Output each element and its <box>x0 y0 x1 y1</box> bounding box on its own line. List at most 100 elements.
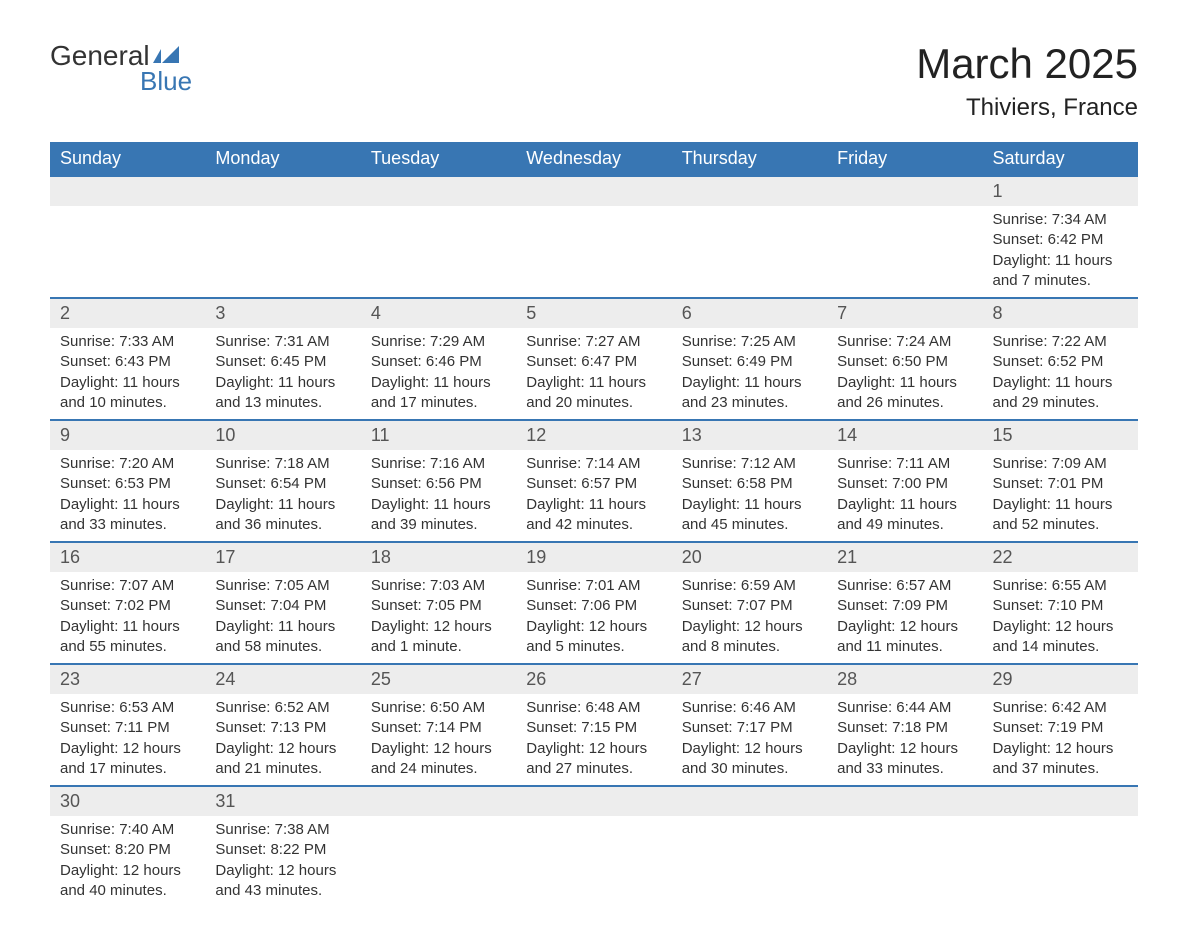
day-content: Sunrise: 7:20 AMSunset: 6:53 PMDaylight:… <box>50 450 205 541</box>
sunrise-line: Sunrise: 7:07 AM <box>60 576 195 596</box>
daylight-line: Daylight: 11 hours and 20 minutes. <box>526 373 661 414</box>
sunrise-line: Sunrise: 6:50 AM <box>371 698 506 718</box>
day-number <box>827 787 982 816</box>
day-number: 24 <box>205 665 360 694</box>
day-number: 15 <box>983 421 1138 450</box>
day-content <box>983 816 1138 826</box>
day-cell: 14Sunrise: 7:11 AMSunset: 7:00 PMDayligh… <box>827 420 982 542</box>
day-cell: 13Sunrise: 7:12 AMSunset: 6:58 PMDayligh… <box>672 420 827 542</box>
sunrise-line: Sunrise: 7:11 AM <box>837 454 972 474</box>
daylight-line: Daylight: 12 hours and 33 minutes. <box>837 739 972 780</box>
sunset-line: Sunset: 6:56 PM <box>371 474 506 494</box>
day-number <box>361 177 516 206</box>
day-content: Sunrise: 7:01 AMSunset: 7:06 PMDaylight:… <box>516 572 671 663</box>
sunset-line: Sunset: 7:04 PM <box>215 596 350 616</box>
sunset-line: Sunset: 6:45 PM <box>215 352 350 372</box>
daylight-line: Daylight: 11 hours and 39 minutes. <box>371 495 506 536</box>
day-cell: 12Sunrise: 7:14 AMSunset: 6:57 PMDayligh… <box>516 420 671 542</box>
sunrise-line: Sunrise: 7:01 AM <box>526 576 661 596</box>
day-number: 14 <box>827 421 982 450</box>
day-cell: 3Sunrise: 7:31 AMSunset: 6:45 PMDaylight… <box>205 298 360 420</box>
logo-word1: General <box>50 40 150 72</box>
sunrise-line: Sunrise: 7:16 AM <box>371 454 506 474</box>
daylight-line: Daylight: 12 hours and 24 minutes. <box>371 739 506 780</box>
day-number: 31 <box>205 787 360 816</box>
day-content: Sunrise: 7:40 AMSunset: 8:20 PMDaylight:… <box>50 816 205 907</box>
day-content: Sunrise: 6:52 AMSunset: 7:13 PMDaylight:… <box>205 694 360 785</box>
day-number <box>516 177 671 206</box>
day-content: Sunrise: 7:07 AMSunset: 7:02 PMDaylight:… <box>50 572 205 663</box>
sunset-line: Sunset: 6:49 PM <box>682 352 817 372</box>
daylight-line: Daylight: 11 hours and 45 minutes. <box>682 495 817 536</box>
sunset-line: Sunset: 7:11 PM <box>60 718 195 738</box>
day-content: Sunrise: 6:46 AMSunset: 7:17 PMDaylight:… <box>672 694 827 785</box>
day-cell: 5Sunrise: 7:27 AMSunset: 6:47 PMDaylight… <box>516 298 671 420</box>
sunset-line: Sunset: 7:13 PM <box>215 718 350 738</box>
day-number: 23 <box>50 665 205 694</box>
sunrise-line: Sunrise: 7:18 AM <box>215 454 350 474</box>
daylight-line: Daylight: 11 hours and 7 minutes. <box>993 251 1128 292</box>
daylight-line: Daylight: 12 hours and 40 minutes. <box>60 861 195 902</box>
day-cell: 19Sunrise: 7:01 AMSunset: 7:06 PMDayligh… <box>516 542 671 664</box>
daylight-line: Daylight: 11 hours and 13 minutes. <box>215 373 350 414</box>
day-cell: 18Sunrise: 7:03 AMSunset: 7:05 PMDayligh… <box>361 542 516 664</box>
daylight-line: Daylight: 12 hours and 21 minutes. <box>215 739 350 780</box>
day-content: Sunrise: 7:09 AMSunset: 7:01 PMDaylight:… <box>983 450 1138 541</box>
sunset-line: Sunset: 8:22 PM <box>215 840 350 860</box>
daylight-line: Daylight: 11 hours and 36 minutes. <box>215 495 350 536</box>
sunset-line: Sunset: 7:00 PM <box>837 474 972 494</box>
sunrise-line: Sunrise: 7:20 AM <box>60 454 195 474</box>
day-number: 4 <box>361 299 516 328</box>
day-cell <box>827 786 982 907</box>
day-number: 2 <box>50 299 205 328</box>
day-number: 20 <box>672 543 827 572</box>
day-content: Sunrise: 6:55 AMSunset: 7:10 PMDaylight:… <box>983 572 1138 663</box>
day-content: Sunrise: 7:24 AMSunset: 6:50 PMDaylight:… <box>827 328 982 419</box>
sunset-line: Sunset: 6:58 PM <box>682 474 817 494</box>
day-content: Sunrise: 7:12 AMSunset: 6:58 PMDaylight:… <box>672 450 827 541</box>
day-cell <box>672 786 827 907</box>
sunset-line: Sunset: 7:19 PM <box>993 718 1128 738</box>
day-content <box>516 816 671 826</box>
day-number: 6 <box>672 299 827 328</box>
day-number <box>516 787 671 816</box>
daylight-line: Daylight: 11 hours and 26 minutes. <box>837 373 972 414</box>
day-cell <box>983 786 1138 907</box>
weekday-header: Saturday <box>983 142 1138 176</box>
weekday-header: Tuesday <box>361 142 516 176</box>
day-number <box>827 177 982 206</box>
sunrise-line: Sunrise: 7:25 AM <box>682 332 817 352</box>
day-cell <box>516 176 671 298</box>
day-number: 11 <box>361 421 516 450</box>
day-content <box>827 206 982 216</box>
sunrise-line: Sunrise: 7:34 AM <box>993 210 1128 230</box>
day-cell: 20Sunrise: 6:59 AMSunset: 7:07 PMDayligh… <box>672 542 827 664</box>
weekday-header: Thursday <box>672 142 827 176</box>
day-content: Sunrise: 7:18 AMSunset: 6:54 PMDaylight:… <box>205 450 360 541</box>
daylight-line: Daylight: 12 hours and 8 minutes. <box>682 617 817 658</box>
sunset-line: Sunset: 7:01 PM <box>993 474 1128 494</box>
sunrise-line: Sunrise: 7:27 AM <box>526 332 661 352</box>
location: Thiviers, France <box>916 94 1138 122</box>
sunset-line: Sunset: 7:15 PM <box>526 718 661 738</box>
day-number: 22 <box>983 543 1138 572</box>
daylight-line: Daylight: 11 hours and 10 minutes. <box>60 373 195 414</box>
header: General Blue March 2025 Thiviers, France <box>50 40 1138 122</box>
day-number: 3 <box>205 299 360 328</box>
day-cell: 10Sunrise: 7:18 AMSunset: 6:54 PMDayligh… <box>205 420 360 542</box>
day-number: 18 <box>361 543 516 572</box>
day-content: Sunrise: 7:05 AMSunset: 7:04 PMDaylight:… <box>205 572 360 663</box>
day-number: 30 <box>50 787 205 816</box>
daylight-line: Daylight: 11 hours and 23 minutes. <box>682 373 817 414</box>
day-number: 27 <box>672 665 827 694</box>
day-content <box>361 206 516 216</box>
day-cell: 23Sunrise: 6:53 AMSunset: 7:11 PMDayligh… <box>50 664 205 786</box>
day-cell <box>205 176 360 298</box>
day-cell: 6 Sunrise: 7:25 AMSunset: 6:49 PMDaylight… <box>672 298 827 420</box>
sunrise-line: Sunrise: 7:33 AM <box>60 332 195 352</box>
day-cell: 30Sunrise: 7:40 AMSunset: 8:20 PMDayligh… <box>50 786 205 907</box>
sunset-line: Sunset: 7:02 PM <box>60 596 195 616</box>
day-cell <box>361 176 516 298</box>
day-content <box>516 206 671 216</box>
day-number: 1 <box>983 177 1138 206</box>
